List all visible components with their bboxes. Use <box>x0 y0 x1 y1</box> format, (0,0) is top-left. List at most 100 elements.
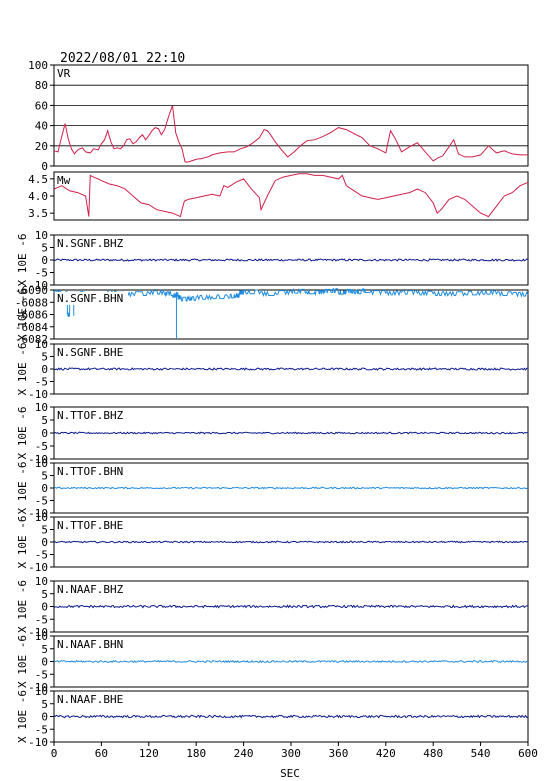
y-tick-label: -6084 <box>15 321 48 334</box>
y-tick-label: 0 <box>41 363 48 376</box>
y-tick-label: -6082 <box>15 333 48 346</box>
panel-label: N.NAAF.BHE <box>57 693 123 706</box>
series-line <box>53 258 529 262</box>
panel-label: N.NAAF.BHN <box>57 638 123 651</box>
y-tick-label: -5 <box>35 267 48 280</box>
y-axis-label: X 10E -6 <box>16 516 29 569</box>
x-tick-label: 540 <box>471 747 491 760</box>
series-line <box>53 540 529 544</box>
panel-label-bg <box>55 638 128 651</box>
series-line <box>53 659 529 664</box>
y-tick-label: 4.5 <box>28 173 48 186</box>
header-timestamp: 2022/08/01 22:10 <box>60 51 185 66</box>
panel-label-bg <box>55 292 128 305</box>
x-tick-label: 480 <box>423 747 443 760</box>
panel-label-bg <box>55 237 128 250</box>
y-tick-label: 3.5 <box>28 207 48 220</box>
y-tick-label: 0 <box>41 711 48 724</box>
series-line <box>53 173 529 218</box>
y-tick-label: 0 <box>41 536 48 549</box>
y-tick-label: 5 <box>41 242 48 255</box>
x-tick-label: 600 <box>518 747 538 760</box>
y-axis-label: X 10E -6 <box>16 288 29 341</box>
y-tick-label: -10 <box>28 279 48 292</box>
x-tick-label: 420 <box>376 747 396 760</box>
y-tick-label: 10 <box>35 338 48 351</box>
x-tick-label: 240 <box>234 747 254 760</box>
y-tick-label: 5 <box>41 470 48 483</box>
y-tick-label: 20 <box>35 140 48 153</box>
x-tick-label: 120 <box>139 747 159 760</box>
y-tick-label: 10 <box>35 229 48 242</box>
y-tick-label: -5 <box>35 440 48 453</box>
x-axis: 0 60 120 180 240 300 360 420 480 540 600 <box>51 742 538 760</box>
panel-label: N.SGNF.BHE <box>57 346 123 359</box>
panel-label-bg <box>55 409 128 422</box>
y-tick-label: 10 <box>35 511 48 524</box>
y-axis-label: X 10E -6 <box>16 690 29 743</box>
y-tick-label: -6086 <box>15 309 48 322</box>
y-tick-label: -10 <box>28 507 48 520</box>
y-tick-label: 5 <box>41 698 48 711</box>
x-tick-label: 360 <box>328 747 348 760</box>
y-tick-label: -10 <box>28 561 48 574</box>
y-axis-label: X 10E -6 <box>16 462 29 515</box>
panel-label: VR <box>57 67 71 80</box>
y-tick-label: -5 <box>35 549 48 562</box>
y-tick-label: -6088 <box>15 296 48 309</box>
y-tick-label: 5 <box>41 588 48 601</box>
y-tick-label: 5 <box>41 351 48 364</box>
y-tick-label: -6090 <box>15 284 48 297</box>
panel-label: N.SGNF.BHN <box>57 292 123 305</box>
panel-frame <box>53 64 529 167</box>
y-tick-label: -10 <box>28 626 48 639</box>
y-tick-label: 10 <box>35 401 48 414</box>
y-axis-label: X 10E -6 <box>16 234 29 287</box>
y-tick-label: 0 <box>41 482 48 495</box>
y-axis-label: X 10E -6 <box>16 343 29 396</box>
y-tick-label: 10 <box>35 685 48 698</box>
panel-mw: 3.5 4.0 4.5 Mw <box>28 171 529 221</box>
panel-label: N.TTOF.BHZ <box>57 409 124 422</box>
y-tick-label: -5 <box>35 668 48 681</box>
y-tick-label: 10 <box>35 575 48 588</box>
x-axis-label: SEC <box>280 767 300 780</box>
y-tick-label: 0 <box>41 656 48 669</box>
y-tick-label: -5 <box>35 613 48 626</box>
series-line <box>53 604 529 609</box>
series-line <box>53 105 528 163</box>
y-tick-label: 4.0 <box>28 190 48 203</box>
y-tick-label: -10 <box>28 736 48 749</box>
series-line <box>53 367 529 371</box>
panel-label: N.TTOF.BHE <box>57 519 123 532</box>
y-axis-label: X 10E -6 <box>16 580 29 633</box>
y-tick-label: 40 <box>35 120 48 133</box>
y-tick-label: -10 <box>28 681 48 694</box>
y-tick-label: -10 <box>28 388 48 401</box>
panel-vr: 0 20 40 60 80 100 VR <box>28 59 529 173</box>
y-axis-label: X 10E -6 <box>16 635 29 688</box>
y-tick-label: -5 <box>35 495 48 508</box>
y-tick-label: 0 <box>41 160 48 173</box>
panel-label: N.SGNF.BHZ <box>57 237 124 250</box>
y-tick-label: 80 <box>35 79 48 92</box>
series-line <box>53 431 529 435</box>
panel-label: N.NAAF.BHZ <box>57 583 124 596</box>
y-tick-label: -5 <box>35 723 48 736</box>
y-tick-label: 5 <box>41 524 48 537</box>
y-axis-label: X 10E -6 <box>16 407 29 460</box>
y-tick-label: 60 <box>35 99 48 112</box>
panel-label-bg <box>55 583 128 596</box>
y-tick-label: 0 <box>41 427 48 440</box>
y-tick-label: 100 <box>28 59 48 72</box>
